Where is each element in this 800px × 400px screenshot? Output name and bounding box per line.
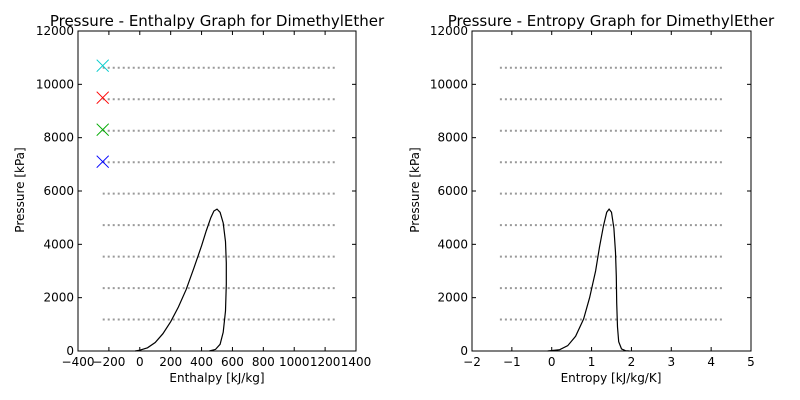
y-tick-label: 6000 [43, 184, 74, 198]
x-tick-label: 1 [588, 355, 596, 369]
x-marker [96, 155, 110, 169]
x-marker [96, 123, 110, 137]
plot-area: −400−200 0 200 400 600 800 1000 1200 1400 0 2000 40… [36, 24, 371, 369]
y-tick-label: 4000 [437, 237, 468, 251]
x-marker [96, 59, 110, 73]
y-tick-label: 10000 [430, 77, 468, 91]
y-axis-label: Pressure [kPa] [408, 147, 422, 232]
x-tick-label: −2 [463, 355, 481, 369]
y-tick-label: 8000 [43, 131, 74, 145]
y-tick-label: 2000 [43, 291, 74, 305]
y-tick-label: 0 [66, 344, 74, 358]
chart-title: Pressure - Entropy Graph for DimethylEth… [448, 12, 775, 30]
x-tick-label: 5 [747, 355, 755, 369]
axes-frame [471, 30, 752, 352]
x-axis-label: Enthalpy [kJ/kg] [169, 371, 264, 385]
y-tick-label: 10000 [36, 77, 74, 91]
x-tick-label: 4 [707, 355, 715, 369]
y-tick-label: 2000 [437, 291, 468, 305]
pressure-enthalpy-chart: Pressure - Enthalpy Graph for DimethylEt… [13, 12, 385, 385]
y-axis-label: Pressure [kPa] [13, 147, 27, 232]
axes-frame [77, 30, 357, 352]
x-tick-label: −400 [62, 355, 95, 369]
x-tick-label: 400 [190, 355, 213, 369]
y-tick-label: 0 [460, 344, 468, 358]
x-tick-label: 1400 [341, 355, 372, 369]
y-tick-label: 8000 [437, 131, 468, 145]
y-tick-label: 12000 [36, 24, 74, 38]
saturation-dome-curve [134, 208, 227, 352]
x-tick-label: 2 [628, 355, 636, 369]
y-tick-label: 6000 [437, 184, 468, 198]
plot-area: −2 −1 0 1 2 3 4 5 0 2000 4000 6000 8000 10000 12000 [430, 24, 755, 369]
x-tick-label: −1 [503, 355, 521, 369]
x-tick-label: 1200 [310, 355, 341, 369]
x-tick-label: 1000 [279, 355, 310, 369]
saturation-dome-curve [547, 208, 630, 352]
x-tick-label: 800 [252, 355, 275, 369]
x-axis-label: Entropy [kJ/kg/K] [561, 371, 662, 385]
x-marker [96, 91, 110, 105]
x-tick-label: 0 [548, 355, 556, 369]
chart-title: Pressure - Enthalpy Graph for DimethylEt… [50, 12, 385, 30]
y-tick-label: 12000 [430, 24, 468, 38]
x-tick-label: 600 [221, 355, 244, 369]
x-tick-label: 0 [136, 355, 144, 369]
x-tick-label: −200 [92, 355, 125, 369]
y-tick-label: 4000 [43, 237, 74, 251]
x-tick-label: 3 [667, 355, 675, 369]
pressure-entropy-chart: Pressure - Entropy Graph for DimethylEth… [408, 12, 775, 385]
x-tick-label: 200 [159, 355, 182, 369]
